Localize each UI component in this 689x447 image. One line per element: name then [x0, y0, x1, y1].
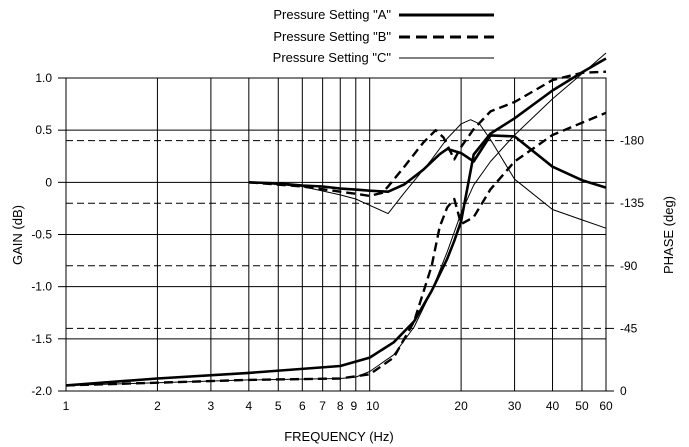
- x-tick-label: 5: [275, 399, 282, 413]
- x-tick-label: 20: [454, 399, 468, 413]
- x-tick-label: 30: [508, 399, 522, 413]
- legend-label-a: Pressure Setting "A": [273, 7, 391, 22]
- grid: [66, 78, 606, 391]
- legend-item-b: Pressure Setting "B": [273, 29, 494, 44]
- x-tick-label: 1: [63, 399, 70, 413]
- legend-label-b: Pressure Setting "B": [273, 29, 391, 44]
- x-tick-label: 10: [366, 399, 380, 413]
- series-layer: [65, 52, 607, 387]
- phase-line-a: [65, 57, 607, 387]
- y2-tick-label: -90: [620, 259, 638, 273]
- y-tick-label: -1.5: [31, 332, 52, 346]
- x-tick-label: 2: [154, 399, 161, 413]
- series-a: [65, 57, 607, 387]
- ticks: 1 2 3 4 5 6 7 8 9 10 20 30 40 50 60 1.0 0.5 0 -0.5 -1.0 -1.5…: [31, 71, 644, 413]
- legend: Pressure Setting "A" Pressure Setting "B…: [273, 7, 494, 65]
- y2-tick-label: -135: [620, 196, 644, 210]
- y2-tick-label: 0: [620, 384, 627, 398]
- y-tick-label: 1.0: [35, 71, 52, 85]
- x-tick-label: 4: [245, 399, 252, 413]
- y2-tick-label: -180: [620, 134, 644, 148]
- x-tick-label: 9: [350, 399, 357, 413]
- x-tick-label: 7: [319, 399, 326, 413]
- y-tick-label: -0.5: [31, 228, 52, 242]
- y-tick-label: -1.0: [31, 280, 52, 294]
- x-tick-label: 8: [337, 399, 344, 413]
- y2-axis-title: PHASE (deg): [661, 196, 676, 274]
- x-tick-label: 60: [599, 399, 613, 413]
- gain-line-c: [248, 119, 607, 229]
- phase-line-b: [65, 111, 607, 387]
- x-tick-label: 3: [208, 399, 215, 413]
- y-tick-label: 0: [45, 175, 52, 189]
- x-axis-title: FREQUENCY (Hz): [284, 429, 394, 444]
- x-tick-label: 6: [299, 399, 306, 413]
- y-axis-title: GAIN (dB): [10, 205, 25, 265]
- legend-item-c: Pressure Setting "C": [273, 50, 494, 65]
- y-tick-label: 0.5: [35, 123, 52, 137]
- y-tick-label: -2.0: [31, 384, 52, 398]
- phase-line-c: [65, 52, 607, 386]
- gain-line-b: [248, 70, 607, 198]
- legend-label-c: Pressure Setting "C": [273, 50, 392, 65]
- legend-item-a: Pressure Setting "A": [273, 7, 494, 22]
- x-tick-label: 50: [575, 399, 589, 413]
- y2-tick-label: -45: [620, 321, 638, 335]
- series-c: [65, 52, 607, 386]
- x-tick-label: 40: [546, 399, 560, 413]
